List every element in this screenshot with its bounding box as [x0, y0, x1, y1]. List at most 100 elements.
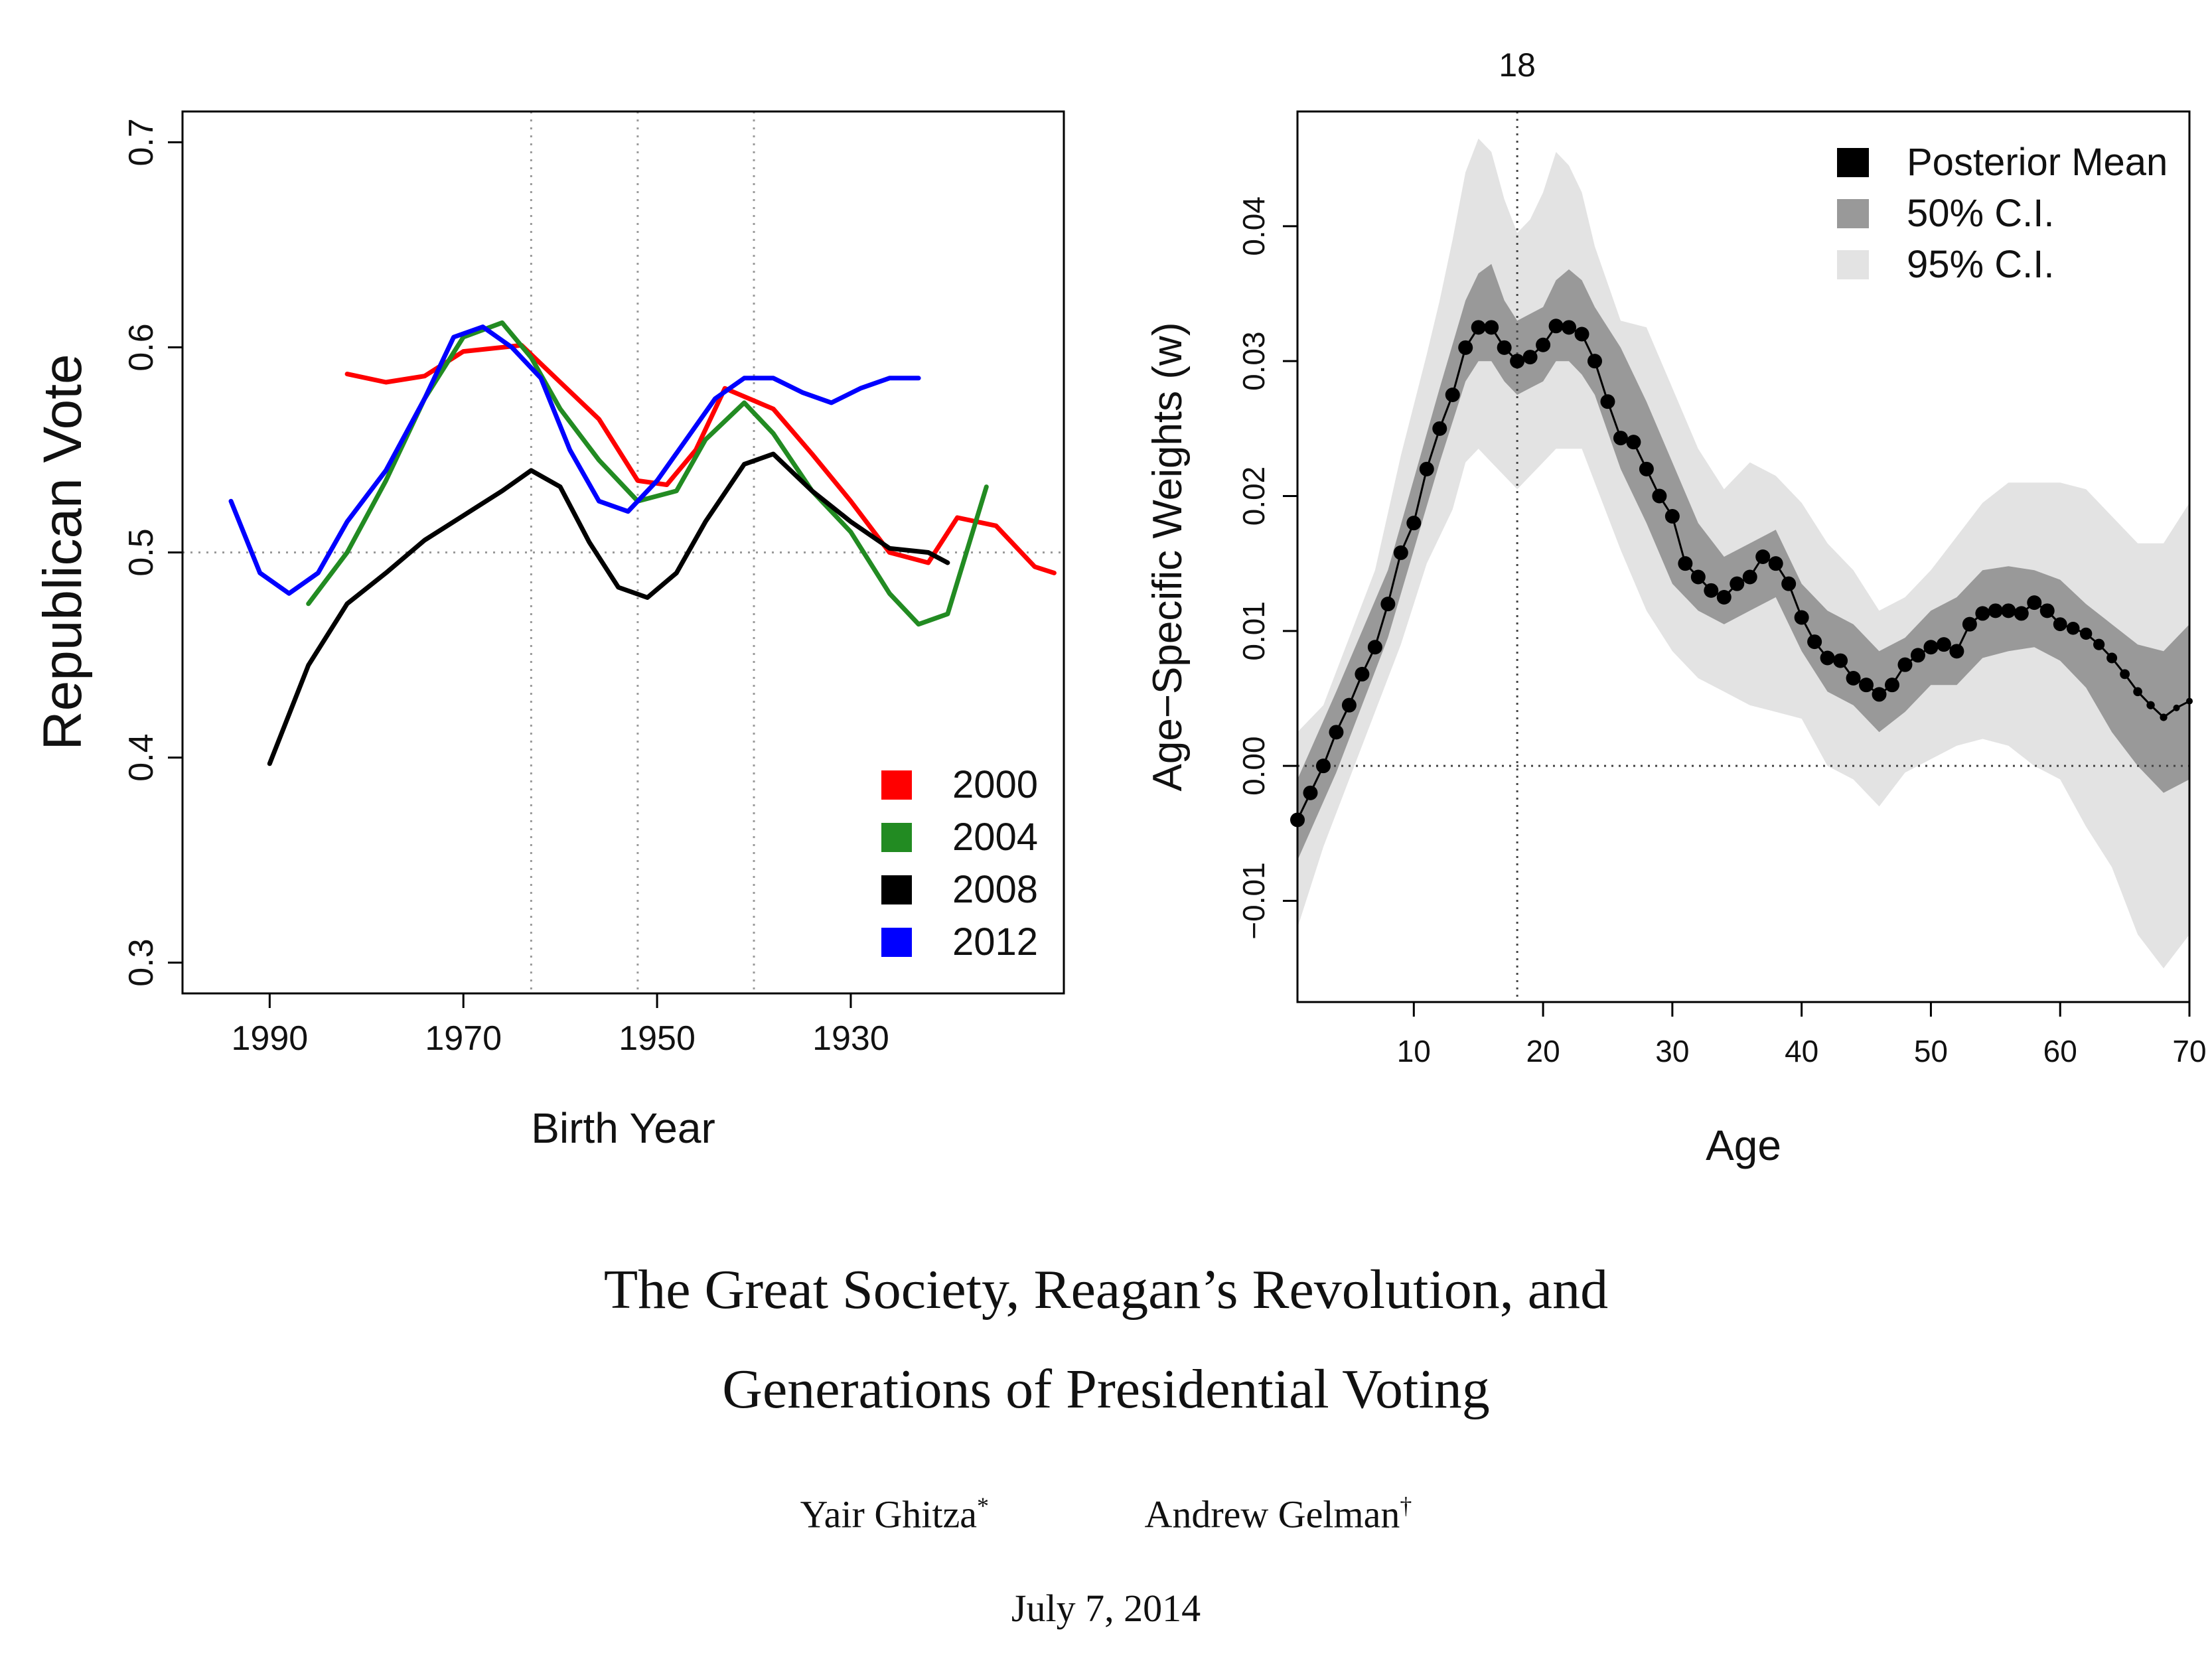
paper-title-line2: Generations of Presidential Voting — [722, 1358, 1490, 1420]
posterior-mean-point — [2053, 617, 2067, 632]
posterior-mean-point — [2146, 701, 2155, 709]
posterior-mean-point — [1872, 687, 1887, 702]
legend-swatch-2012 — [881, 928, 912, 957]
y-tick-label: 0.5 — [122, 528, 161, 576]
posterior-mean-point — [1936, 637, 1951, 652]
posterior-mean-point — [2173, 704, 2180, 711]
posterior-mean-point — [1716, 590, 1732, 605]
posterior-mean-point — [1393, 545, 1408, 560]
posterior-mean-point — [2106, 652, 2118, 664]
posterior-mean-point — [1510, 354, 1525, 369]
author-list: Yair Ghitza* Andrew Gelman† — [0, 1492, 2212, 1536]
y-tick-label: 0.00 — [1236, 736, 1271, 796]
x-tick-label: 1950 — [619, 1019, 696, 1058]
legend-label: 2012 — [952, 920, 1038, 964]
posterior-mean-point — [1341, 697, 1357, 713]
legend-label: Posterior Mean — [1907, 141, 2168, 184]
posterior-mean-point — [1704, 583, 1719, 598]
posterior-mean-point — [2039, 603, 2055, 618]
x-tick-label: 20 — [1526, 1034, 1560, 1068]
posterior-mean-point — [1846, 671, 1861, 685]
x-axis-title: Age — [1706, 1121, 1781, 1169]
posterior-mean-point — [2027, 595, 2042, 611]
x-tick-label: 40 — [1785, 1034, 1818, 1068]
posterior-mean-point — [1600, 394, 1615, 409]
posterior-mean-point — [2093, 638, 2105, 650]
posterior-mean-point — [1419, 461, 1434, 476]
legend-swatch-2008 — [881, 875, 912, 904]
x-axis-title: Birth Year — [531, 1104, 715, 1152]
posterior-mean-point — [2001, 603, 2016, 618]
posterior-mean-point — [1303, 785, 1318, 800]
series-line-2000 — [344, 342, 1057, 575]
x-tick-label: 1930 — [812, 1019, 889, 1058]
posterior-mean-point — [1807, 634, 1822, 650]
legend-swatch — [1837, 199, 1869, 228]
posterior-mean-point — [1690, 569, 1706, 585]
posterior-mean-point — [1820, 650, 1835, 666]
x-tick-label: 70 — [2172, 1034, 2206, 1068]
posterior-mean-point — [1885, 678, 1899, 693]
series-line-2004 — [306, 320, 989, 627]
posterior-mean-point — [1355, 666, 1370, 682]
posterior-mean-point — [1432, 421, 1447, 436]
posterior-mean-point — [1536, 337, 1551, 352]
y-tick-label: 0.03 — [1236, 331, 1271, 391]
posterior-mean-point — [2133, 687, 2142, 697]
posterior-mean-point — [1730, 576, 1745, 591]
author-ghitza: Yair Ghitza* — [800, 1492, 989, 1536]
legend-swatch — [1837, 148, 1869, 177]
x-tick-label: 10 — [1397, 1034, 1431, 1068]
birth-year-chart: 1990 1970 1950 1930 0.3 0.4 0.5 0.6 0.7 Birth Yea… — [33, 110, 1065, 1152]
legend-swatch-2004 — [881, 823, 912, 852]
posterior-mean-point — [1664, 509, 1680, 524]
posterior-mean-point — [1923, 640, 1939, 655]
posterior-mean-point — [2079, 627, 2093, 640]
posterior-mean-point — [1497, 340, 1512, 355]
posterior-mean-point — [1406, 516, 1422, 531]
vline-label: 18 — [1499, 46, 1536, 84]
figure: 1990 1970 1950 1930 0.3 0.4 0.5 0.6 0.7 Birth Yea… — [33, 46, 2207, 1169]
posterior-mean-point — [1897, 657, 1913, 672]
plot-frame — [1296, 110, 2191, 1003]
y-tick-label: 0.4 — [122, 733, 161, 781]
y-axis-title: Republican Vote — [33, 354, 93, 750]
legend-swatch-2000 — [881, 770, 912, 800]
posterior-mean-point — [1613, 431, 1628, 446]
posterior-mean-point — [1910, 648, 1925, 663]
x-tick-label: 50 — [1914, 1034, 1948, 1068]
posterior-mean-point — [1949, 644, 1964, 659]
legend-label: 2004 — [952, 816, 1038, 859]
y-tick-label: 0.02 — [1236, 467, 1271, 526]
x-tick-label: 1970 — [425, 1019, 502, 1058]
x-tick-label: 30 — [1655, 1034, 1689, 1068]
posterior-mean-point — [1768, 556, 1783, 571]
posterior-mean-point — [2066, 621, 2080, 635]
series-line-2008 — [267, 451, 950, 766]
posterior-mean-point — [1755, 549, 1771, 564]
series-line-2012 — [228, 325, 921, 596]
posterior-mean-point — [1329, 725, 1344, 740]
posterior-mean-point — [1522, 350, 1538, 365]
posterior-mean-point — [1639, 461, 1654, 476]
posterior-mean-point — [1833, 653, 1848, 668]
x-tick-label: 60 — [2043, 1034, 2077, 1068]
y-tick-label: 0.7 — [122, 118, 161, 166]
posterior-mean-point — [1988, 603, 2003, 618]
posterior-mean-point — [1975, 606, 1990, 621]
posterior-mean-point — [1742, 569, 1757, 585]
posterior-mean-point — [1471, 320, 1486, 335]
author-footnote-mark: † — [1400, 1492, 1412, 1519]
author-name: Andrew Gelman — [1144, 1492, 1400, 1536]
posterior-mean-point — [2160, 713, 2168, 721]
paper-date: July 7, 2014 — [1011, 1587, 1201, 1630]
posterior-mean-point — [1587, 354, 1602, 369]
posterior-mean-point — [1652, 488, 1667, 504]
posterior-mean-point — [1859, 678, 1874, 693]
posterior-mean-point — [1445, 388, 1460, 402]
posterior-mean-point — [1458, 340, 1473, 355]
posterior-mean-point — [1574, 326, 1589, 342]
y-tick-label: −0.01 — [1236, 862, 1271, 939]
legend-label: 50% C.I. — [1907, 192, 2054, 235]
legend-label: 2000 — [952, 763, 1038, 806]
